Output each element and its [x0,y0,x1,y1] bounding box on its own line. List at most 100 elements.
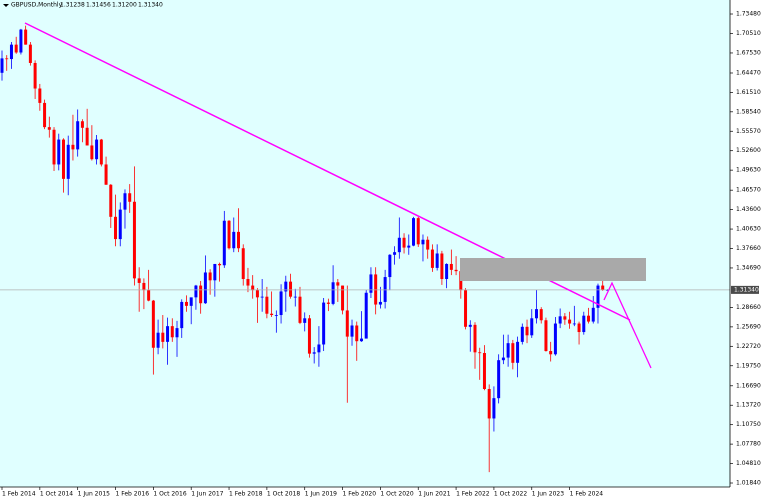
x-tick-label: 1 Jun 2015 [78,491,110,498]
candle-body [128,193,132,202]
quote-value: 1.31340 [138,2,163,9]
y-tick-label: 1.70510 [736,30,761,37]
y-tick-label: 1.22720 [736,343,761,350]
x-tick-label: 1 Feb 2022 [456,491,490,498]
quote-value: 1.31200 [112,2,137,9]
candle-body [412,218,416,246]
candle-body [57,139,61,165]
x-tick-label: 1 Jun 2021 [418,491,450,498]
candle-body [582,315,586,333]
candle-body [511,343,515,363]
x-tick-label: 1 Oct 2020 [380,491,413,498]
candle-body [76,121,80,150]
candle-body [251,285,255,291]
candle-body [440,253,444,280]
candle-body [544,320,548,352]
candle-body [383,277,387,302]
y-tick-label: 1.37660 [736,245,761,252]
candle-body [246,279,250,286]
candle-body [558,316,562,324]
candle-body [9,44,13,60]
candle-body [289,281,293,297]
candle-body [33,62,37,89]
candle-body [336,282,340,286]
candle-body [364,292,368,339]
candle-body [478,352,482,354]
candle-body [525,326,529,336]
resistance-zone [460,258,646,281]
candle-body [568,319,572,324]
candle-body [601,285,605,290]
candle-body [260,296,264,298]
candle-body [170,326,174,338]
chart-title: GBPUSD,Monthly [11,2,63,9]
candle-body [208,272,212,281]
y-tick-label: 1.55570 [736,128,761,135]
candle-body [520,326,524,342]
candle-body [563,316,567,320]
y-tick-label: 1.16690 [736,382,761,389]
x-tick-label: 1 Oct 2016 [153,491,186,498]
y-tick-label: 1.19750 [736,362,761,369]
candle-body [199,285,203,304]
projection-path [603,281,652,369]
candle-body [142,282,146,291]
candle-body [317,344,321,353]
candle-body [232,231,236,249]
candle-body [151,300,155,348]
candle-body [326,302,330,304]
candle-body [99,139,103,165]
y-tick-label: 1.34690 [736,264,761,271]
candle-body [14,44,18,53]
candle-body [19,29,23,53]
candle-body [378,301,382,305]
menu-arrow[interactable] [3,4,9,7]
candle-body [203,272,207,304]
candle-body [0,58,4,73]
candle-body [38,88,42,103]
candle-body [52,129,56,165]
candle-body [374,274,378,305]
candle-body [359,338,363,342]
candle-body [482,352,486,389]
x-tick-label: 1 Oct 2022 [494,491,527,498]
candle-body [95,139,99,160]
candle-body [303,318,307,323]
candle-body [501,357,505,361]
candle-body [189,297,193,306]
x-tick-label: 1 Feb 2018 [229,491,263,498]
y-tick-label: 1.52600 [736,147,761,154]
candle-body [516,341,520,363]
candle-body [355,325,359,342]
candle-body [180,301,184,329]
candle-body [312,352,316,354]
plot-area [0,0,730,487]
candle-body [270,313,274,316]
candle-body [591,307,595,322]
candle-body [445,263,449,280]
candle-body [388,254,392,278]
candle-body [596,285,600,308]
candle-body [369,274,373,293]
y-tick-label: 1.43600 [736,206,761,213]
candle-body [156,332,160,348]
candle-body [397,237,401,253]
candle-body [497,360,501,399]
candle-body [147,290,151,301]
candle-body [104,164,108,185]
candle-body [350,325,354,337]
candle-body [24,29,28,45]
y-tick-label: 1.61510 [736,89,761,96]
y-tick-label: 1.40630 [736,226,761,233]
candle-body [345,310,349,337]
candle-body [109,184,113,217]
candle-body [416,218,420,245]
candle-body [549,351,553,355]
candle-body [577,323,581,333]
candle-body [222,220,226,266]
current-price-box [731,285,759,294]
y-tick-label: 1.49630 [736,167,761,174]
x-tick-label: 1 Jun 2017 [191,491,223,498]
candle-body [530,318,534,336]
candle-body [449,263,453,270]
